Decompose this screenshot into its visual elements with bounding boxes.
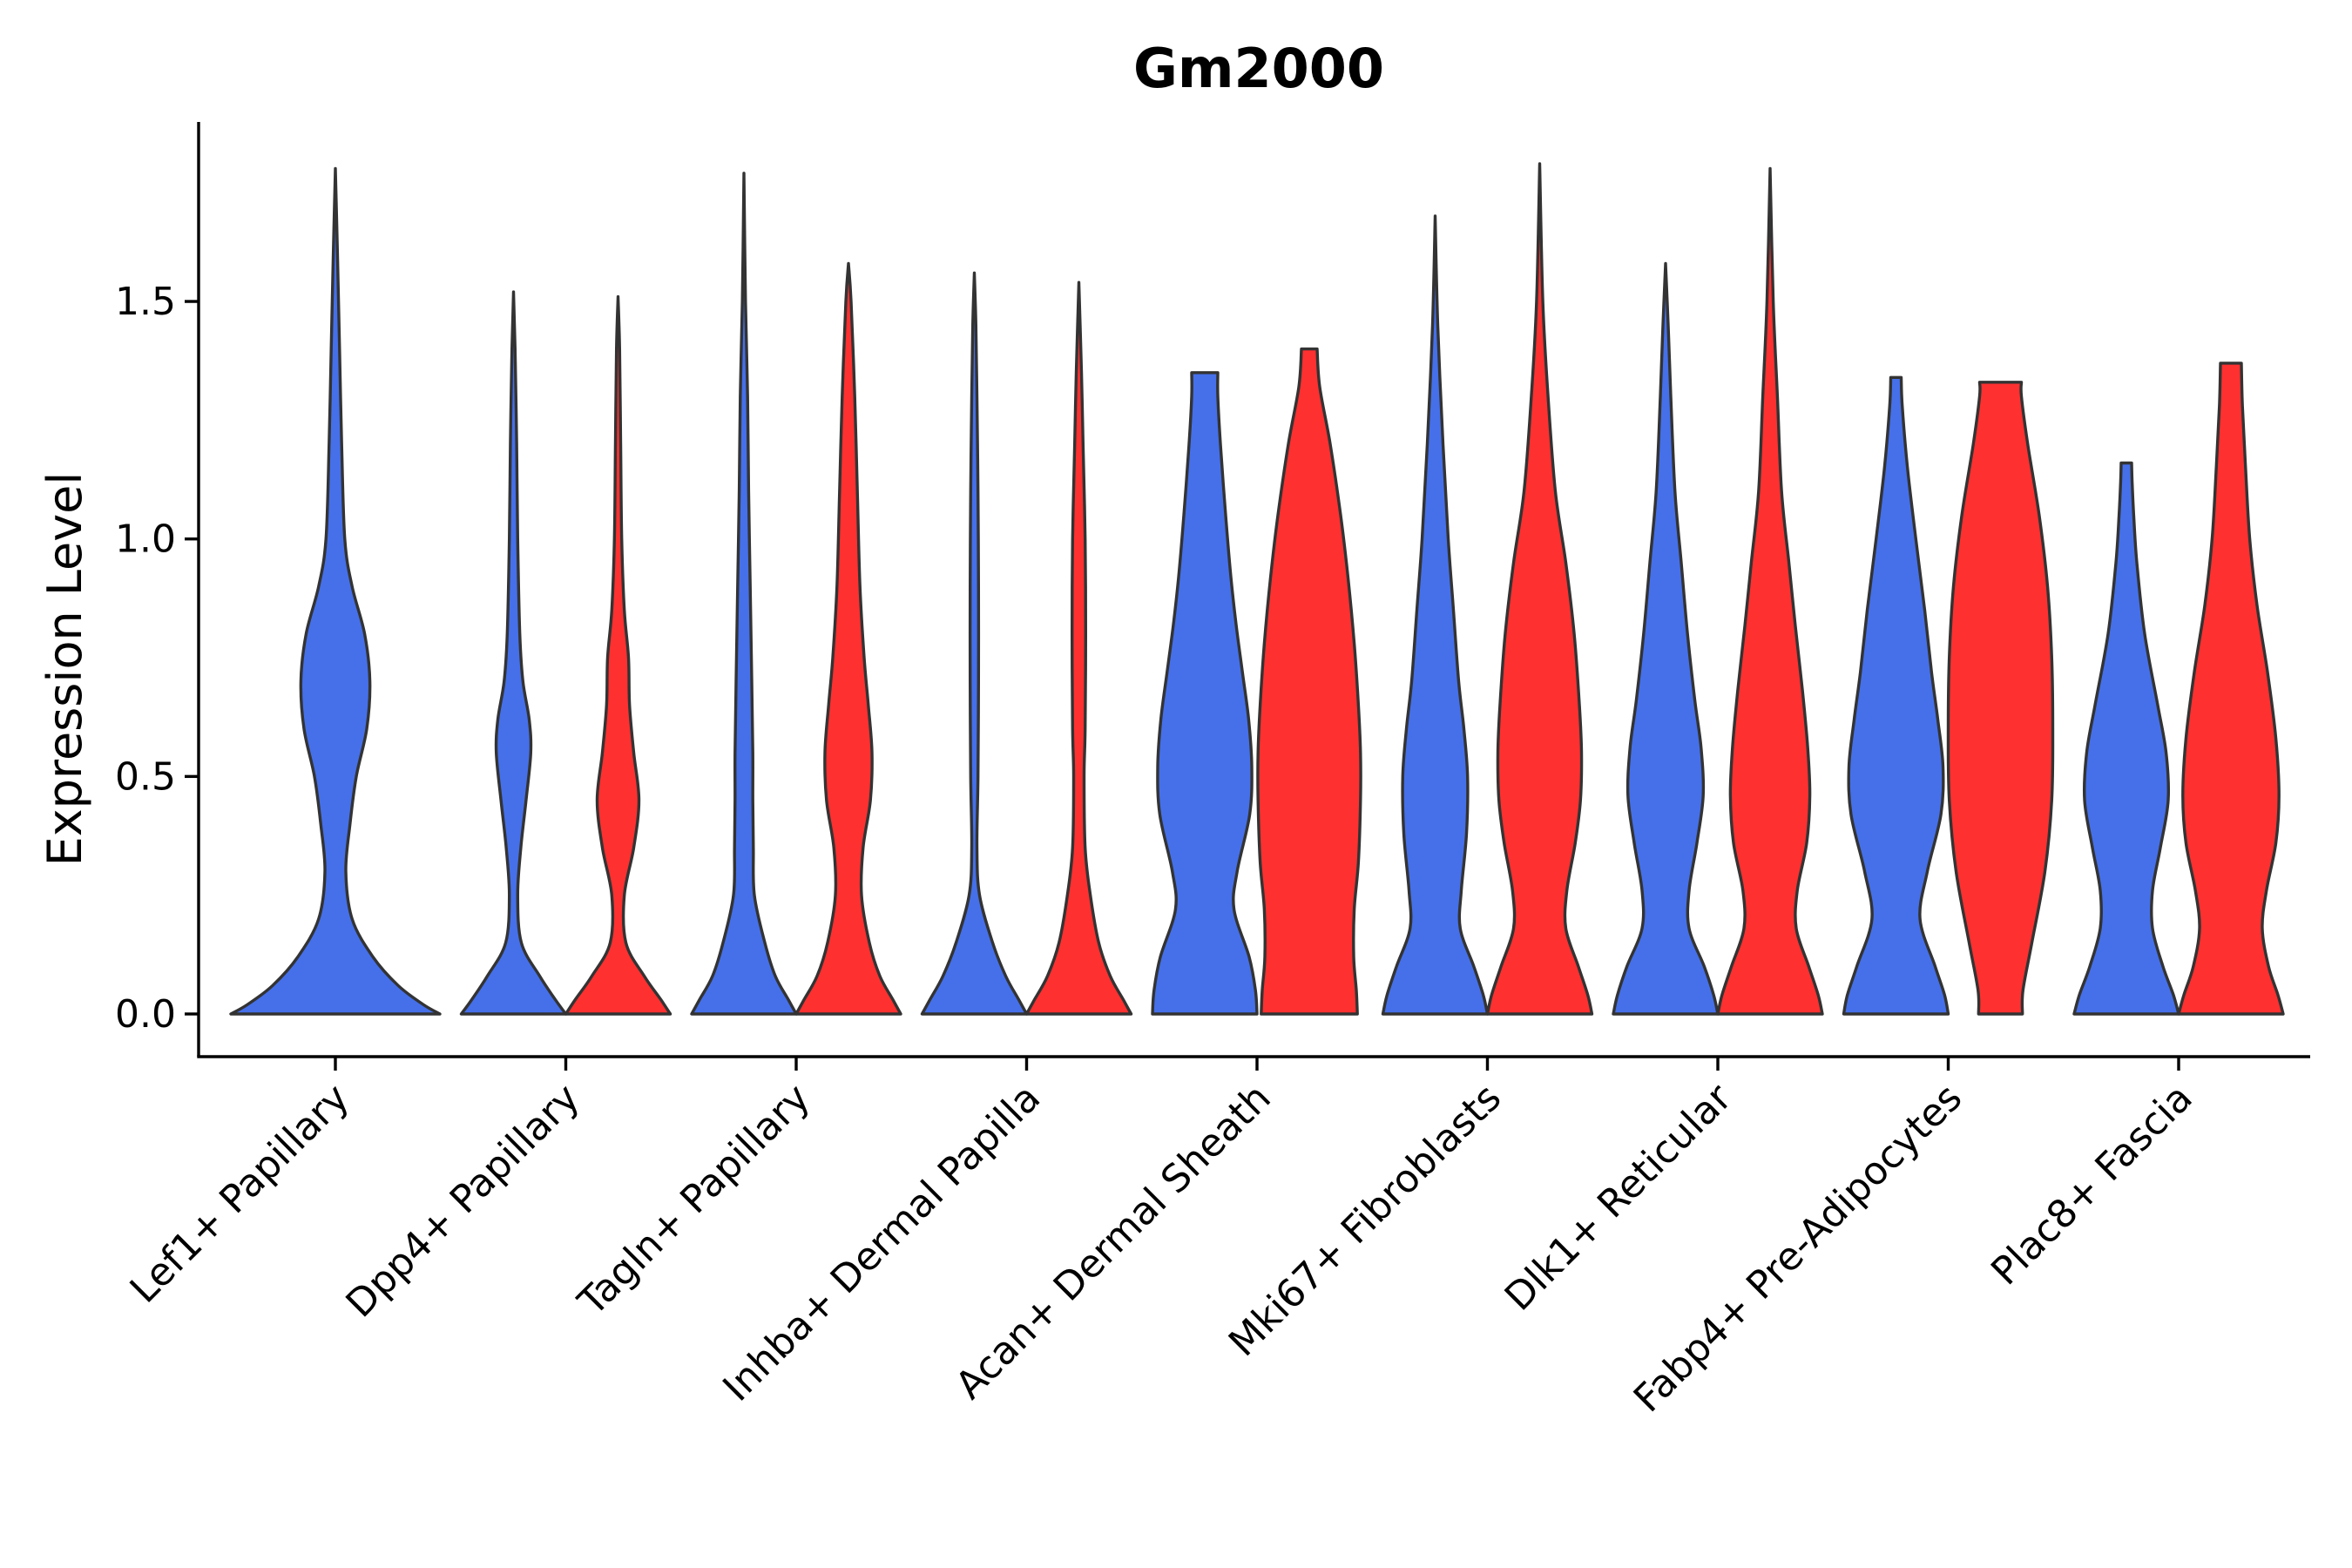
violin-red xyxy=(564,294,672,1016)
violin-blue xyxy=(920,271,1029,1016)
violin-blue xyxy=(2072,461,2180,1016)
violin-blue xyxy=(1842,375,1950,1016)
x-category-label: Lef1+ Papillary xyxy=(122,1076,358,1312)
violin-red xyxy=(1256,347,1362,1016)
x-category-label: Dpp4+ Papillary xyxy=(338,1076,589,1327)
violin-group xyxy=(229,162,2285,1016)
y-tick-label: 0.5 xyxy=(115,754,176,799)
x-category-label: Plac8+ Fascia xyxy=(1983,1076,2201,1294)
x-category-label: Dlk1+ Reticular xyxy=(1497,1075,1741,1320)
y-axis-label: Expression Level xyxy=(37,472,92,867)
y-tick-label: 1.0 xyxy=(115,517,176,562)
violin-red xyxy=(2177,362,2285,1016)
violin-red xyxy=(1024,280,1133,1016)
violin-blue xyxy=(690,172,798,1016)
violin-red xyxy=(1946,381,2055,1016)
violin-red xyxy=(1716,166,1824,1016)
violin-blue xyxy=(459,290,568,1016)
violin-blue xyxy=(229,166,442,1016)
y-tick-label: 1.5 xyxy=(115,280,176,324)
violin-blue xyxy=(1612,261,1720,1016)
x-category-label: Tagln+ Papillary xyxy=(570,1076,819,1325)
y-tick-label: 0.0 xyxy=(115,992,176,1037)
violin-red xyxy=(1485,162,1594,1016)
y-ticks: 0.0 0.5 1.0 1.5 xyxy=(115,280,199,1037)
violin-blue xyxy=(1151,371,1259,1016)
chart-title: Gm2000 xyxy=(1133,37,1384,100)
violin-red xyxy=(794,261,902,1016)
violin-blue xyxy=(1381,214,1490,1016)
